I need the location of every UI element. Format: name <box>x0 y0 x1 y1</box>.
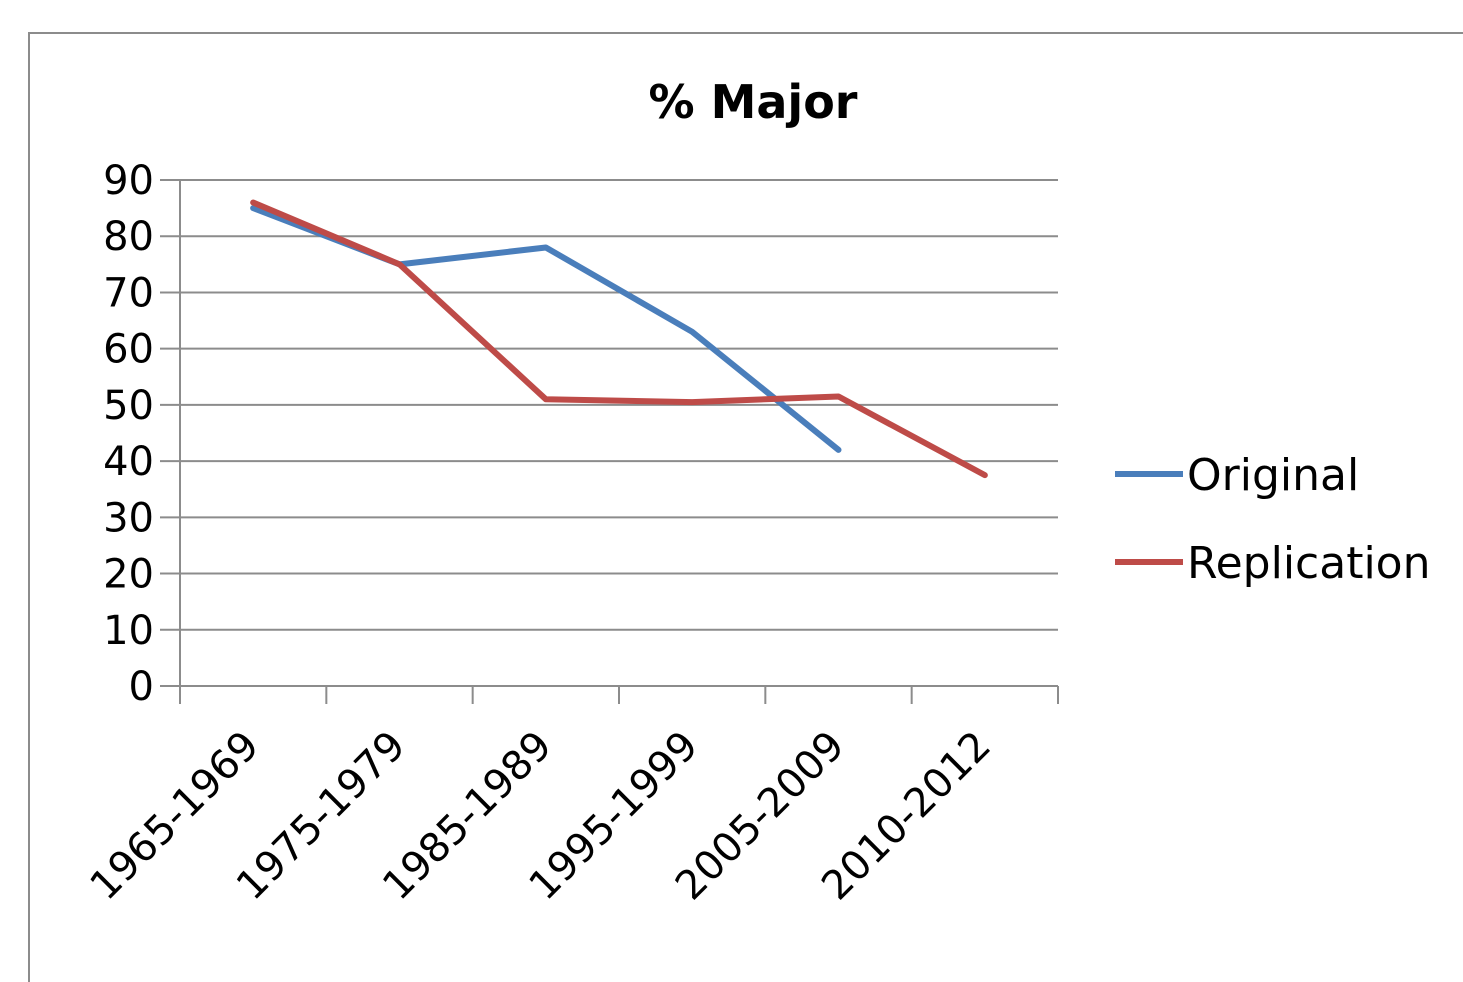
line-chart: % Major 0 10 20 30 40 50 60 70 80 90 1965-1969197… <box>82 75 1431 909</box>
y-tick-label: 70 <box>103 270 154 316</box>
legend-label: Original <box>1187 450 1359 501</box>
y-tick-label: 30 <box>103 495 154 541</box>
series-lines <box>250 199 988 479</box>
legend-label: Replication <box>1187 538 1430 589</box>
y-tick-label: 90 <box>103 158 154 204</box>
y-tick-label: 80 <box>103 214 154 260</box>
axes <box>179 180 1058 687</box>
legend: Original Replication <box>1115 450 1430 589</box>
series-line-replication <box>250 199 988 479</box>
y-tick-label: 50 <box>103 383 154 429</box>
chart-frame: % Major 0 10 20 30 40 50 60 70 80 90 1965-1969 197… <box>28 32 1463 982</box>
chart-title: % Major <box>649 75 858 129</box>
series-line-original <box>250 205 842 453</box>
gridlines <box>180 179 1058 631</box>
y-axis-ticks: 0 10 20 30 40 50 60 70 80 90 <box>103 158 180 710</box>
x-axis-ticks: 1965-19691975-19791985-19891995-19992005… <box>82 686 1059 909</box>
y-tick-label: 60 <box>103 327 154 373</box>
y-tick-label: 0 <box>129 664 154 710</box>
y-tick-label: 10 <box>103 608 154 654</box>
y-tick-label: 20 <box>103 552 154 598</box>
y-tick-label: 40 <box>103 439 154 485</box>
